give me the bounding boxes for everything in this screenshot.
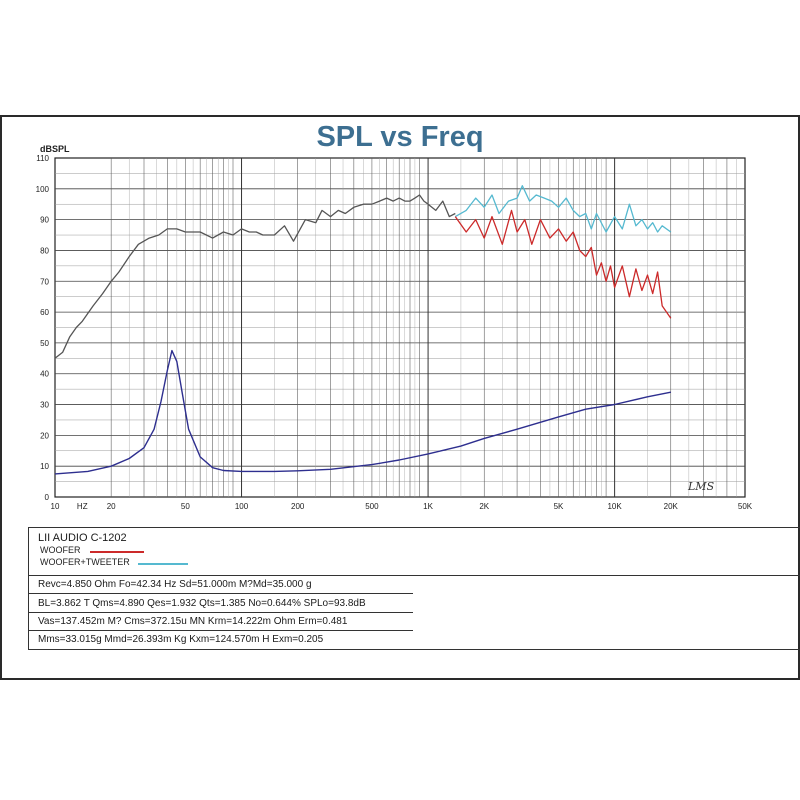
x-tick-label: 10K bbox=[607, 502, 622, 511]
y-tick-label: 20 bbox=[40, 431, 49, 440]
series-line-spl-low-frequency- bbox=[54, 194, 456, 359]
x-tick-label: 5K bbox=[554, 502, 564, 511]
x-tick-label: 1K bbox=[423, 502, 433, 511]
legend-swatch-woofer-tweeter bbox=[138, 563, 188, 565]
divider bbox=[28, 527, 29, 577]
y-tick-label: 110 bbox=[36, 154, 49, 163]
x-tick-label: 20K bbox=[664, 502, 679, 511]
series-line-woofer-tweeter bbox=[454, 185, 672, 233]
x-tick-label: 100 bbox=[235, 502, 249, 511]
y-tick-label: 60 bbox=[40, 308, 49, 317]
x-tick-label: 2K bbox=[479, 502, 489, 511]
x-tick-label: HZ bbox=[77, 502, 88, 511]
x-tick-label: 50K bbox=[738, 502, 753, 511]
chart-title: SPL vs Freq bbox=[316, 121, 483, 153]
lms-watermark: LMS bbox=[687, 480, 715, 493]
y-tick-label: 30 bbox=[40, 401, 49, 410]
y-tick-label: 0 bbox=[45, 493, 50, 502]
y-tick-label: 40 bbox=[40, 370, 49, 379]
divider bbox=[28, 527, 800, 528]
y-tick-label: 100 bbox=[36, 185, 50, 194]
y-tick-label: 80 bbox=[40, 246, 49, 255]
series-lines bbox=[54, 185, 672, 475]
divider bbox=[28, 593, 413, 594]
y-tick-label: 50 bbox=[40, 339, 49, 348]
divider bbox=[28, 575, 800, 576]
x-tick-label: 20 bbox=[107, 502, 116, 511]
legend-label-woofer: WOOFER bbox=[40, 545, 81, 555]
y-tick-label: 90 bbox=[40, 216, 49, 225]
legend-swatch-woofer bbox=[90, 551, 144, 553]
chart-sheet bbox=[0, 115, 800, 680]
series-line-impedance bbox=[54, 349, 671, 475]
divider bbox=[28, 612, 413, 613]
param-line-1: Revc=4.850 Ohm Fo=42.34 Hz Sd=51.000m M?… bbox=[38, 579, 312, 590]
param-line-4: Mms=33.015g Mmd=26.393m Kg Kxm=124.570m … bbox=[38, 634, 324, 645]
param-line-2: BL=3.862 T Qms=4.890 Qes=1.932 Qts=1.385… bbox=[38, 598, 366, 609]
x-tick-label: 500 bbox=[365, 502, 379, 511]
y-tick-label: 10 bbox=[40, 462, 49, 471]
series-line-woofer bbox=[454, 209, 672, 319]
param-line-3: Vas=137.452m M? Cms=372.15u MN Krm=14.22… bbox=[38, 616, 348, 627]
grid bbox=[54, 157, 746, 498]
x-tick-label: 200 bbox=[291, 502, 305, 511]
x-tick-label: 10 bbox=[51, 502, 60, 511]
divider bbox=[28, 649, 800, 650]
model-name: LII AUDIO C-1202 bbox=[38, 532, 127, 544]
x-tick-label: 50 bbox=[181, 502, 190, 511]
info-panel: LII AUDIO C-1202 WOOFER WOOFER+TWEETER R… bbox=[28, 527, 800, 680]
y-tick-label: 70 bbox=[40, 277, 49, 286]
divider bbox=[28, 630, 413, 631]
y-axis-label: dBSPL bbox=[40, 144, 70, 154]
legend-label-woofer-tweeter: WOOFER+TWEETER bbox=[40, 557, 130, 567]
